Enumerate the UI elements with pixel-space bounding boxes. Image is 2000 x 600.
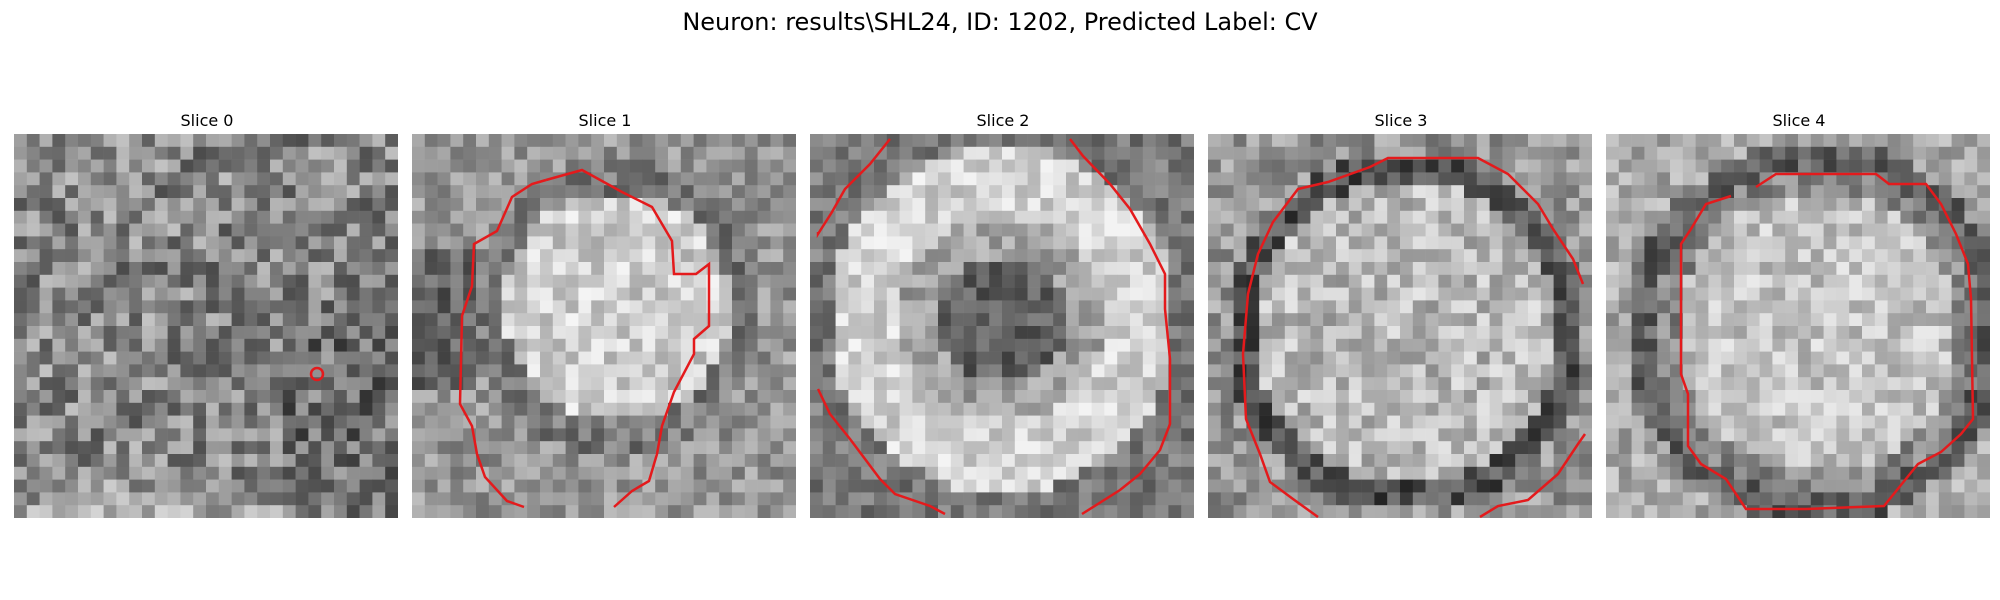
contour-line (458, 178, 547, 509)
slice-title: Slice 2 (976, 111, 1030, 130)
contour-line (545, 168, 711, 508)
slice-image (1208, 134, 1592, 518)
contour-line (1069, 138, 1172, 516)
slice-image (412, 134, 796, 518)
contour-line (1479, 433, 1587, 518)
slice-title: Slice 3 (1374, 111, 1428, 130)
contour-line (816, 388, 946, 516)
slice-title: Slice 1 (578, 111, 632, 130)
slice-panel-4: Slice 4 (1606, 110, 1992, 518)
slice-panel-2: Slice 2 (810, 110, 1196, 518)
slice-image (1606, 134, 1990, 518)
slice-panel-1: Slice 1 (412, 110, 798, 518)
slice-panel-3: Slice 3 (1208, 110, 1594, 518)
slice-title: Slice 0 (180, 111, 234, 130)
figure-title: Neuron: results\SHL24, ID: 1202, Predict… (682, 8, 1318, 36)
slice-title: Slice 4 (1772, 111, 1826, 130)
contour-line (816, 138, 891, 239)
contour-line (1241, 156, 1585, 518)
marker-circle (309, 366, 325, 382)
slice-panel-0: Slice 0 (14, 110, 400, 518)
slice-image (810, 134, 1194, 518)
contour-line (1679, 172, 1975, 511)
slice-image (14, 134, 398, 518)
